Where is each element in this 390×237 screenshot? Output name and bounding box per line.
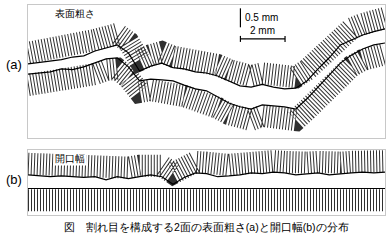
svg-text:図 割れ目を構成する2面の表面粗さ(a)と開口幅(b)の分布: 図 割れ目を構成する2面の表面粗さ(a)と開口幅(b)の分布 [64, 221, 349, 234]
svg-text:開口幅: 開口幅 [55, 153, 85, 164]
svg-text:(b): (b) [6, 172, 22, 187]
svg-text:(a): (a) [6, 57, 22, 72]
svg-text:0.5 mm: 0.5 mm [245, 12, 278, 23]
svg-text:2 mm: 2 mm [250, 25, 275, 36]
svg-text:表面粗さ: 表面粗さ [55, 8, 95, 19]
